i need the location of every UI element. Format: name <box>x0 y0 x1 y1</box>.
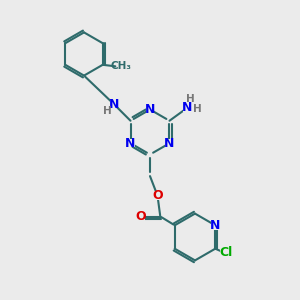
FancyBboxPatch shape <box>183 103 195 112</box>
FancyBboxPatch shape <box>220 248 233 256</box>
Text: O: O <box>152 189 163 202</box>
Text: H: H <box>186 94 195 104</box>
Text: Cl: Cl <box>219 246 233 259</box>
Text: H: H <box>103 106 112 116</box>
Text: O: O <box>136 210 146 223</box>
Text: N: N <box>164 137 175 150</box>
Text: N: N <box>145 103 155 116</box>
FancyBboxPatch shape <box>146 105 154 114</box>
Text: CH₃: CH₃ <box>110 61 131 71</box>
Text: N: N <box>210 219 220 232</box>
FancyBboxPatch shape <box>126 139 135 147</box>
FancyBboxPatch shape <box>137 212 145 221</box>
Text: N: N <box>182 101 193 114</box>
Text: N: N <box>109 98 119 111</box>
Text: N: N <box>125 137 136 150</box>
FancyBboxPatch shape <box>110 100 118 109</box>
Text: H: H <box>193 104 202 114</box>
FancyBboxPatch shape <box>211 221 220 230</box>
FancyBboxPatch shape <box>153 191 162 200</box>
FancyBboxPatch shape <box>165 139 174 147</box>
